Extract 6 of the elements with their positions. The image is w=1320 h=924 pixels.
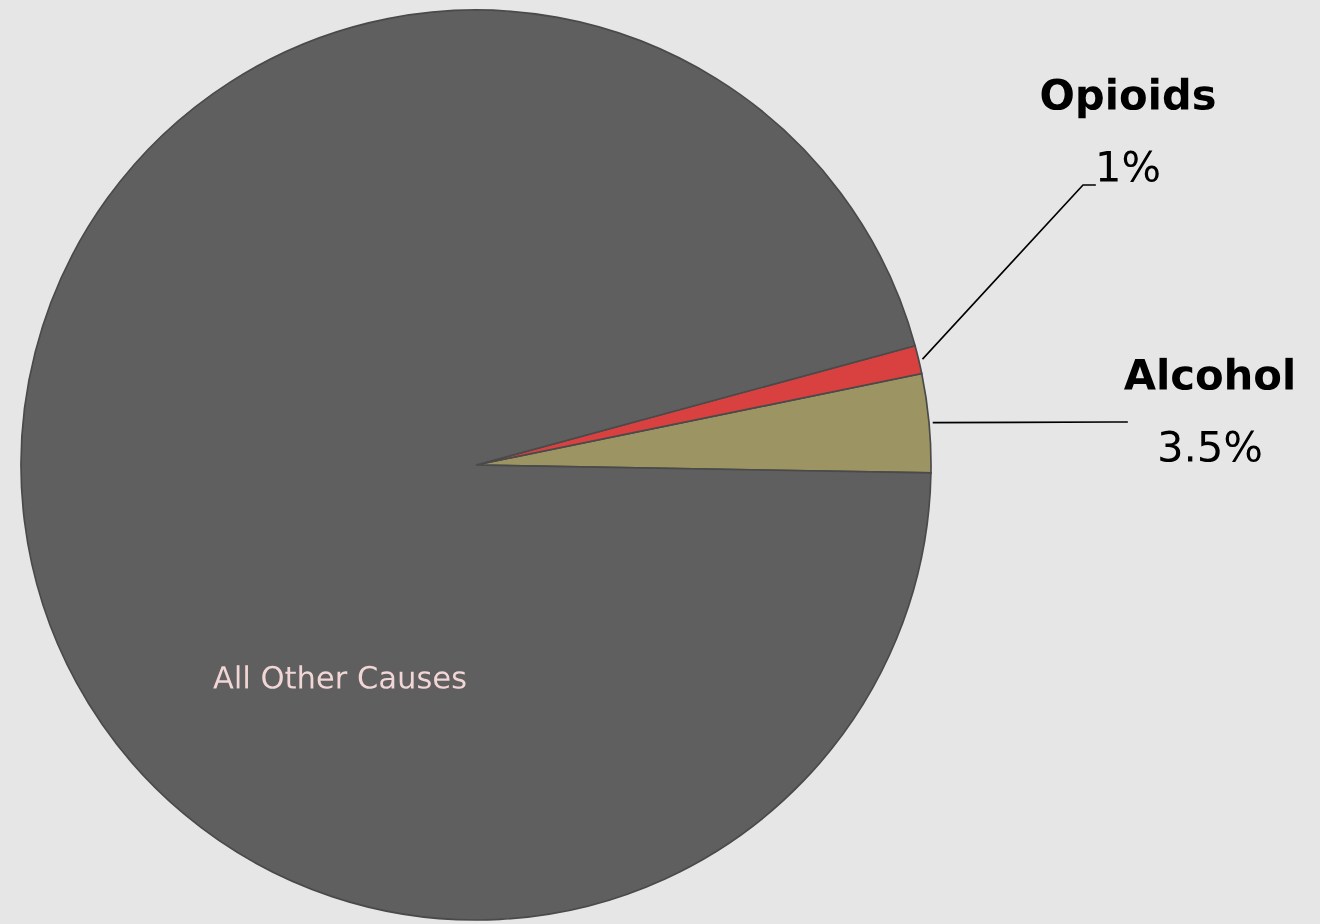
slice-label: Opioids (1041, 77, 1215, 119)
pie-slice (20, 9, 932, 921)
data-label: 1% (1099, 150, 1159, 183)
slice-label: Alcohol (1123, 357, 1293, 391)
slice-label: All Other Causes (213, 665, 466, 689)
data-label: 3.5% (1160, 430, 1261, 463)
